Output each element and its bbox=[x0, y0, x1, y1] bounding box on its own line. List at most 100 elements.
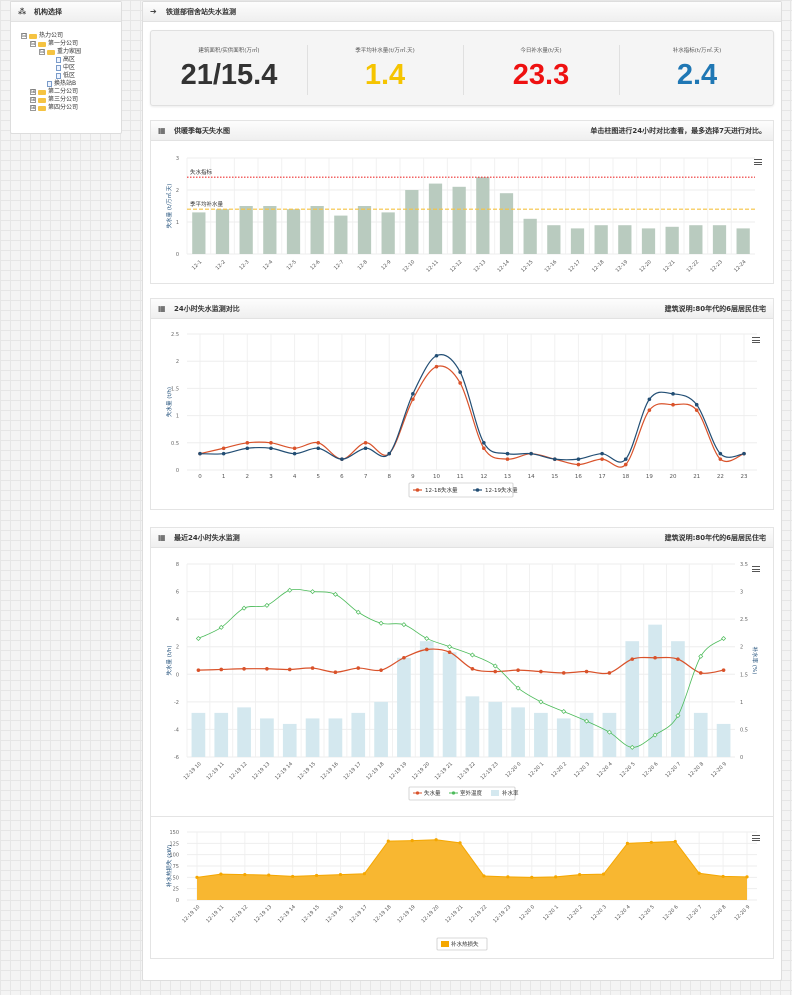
x-tick-label: 12-20 4 bbox=[614, 904, 632, 922]
collapse-icon[interactable]: ⊟ bbox=[30, 41, 36, 47]
x-tick-label: 12-20 3 bbox=[573, 761, 591, 779]
x-tick-label: 14 bbox=[528, 474, 535, 480]
x-tick-label: 12-20 8 bbox=[710, 904, 728, 922]
recent-24h-chart[interactable]: -6 -4 -2 0 2 4 6 8 0 0.5 1 1.5 2 2.5 3 3.5 失水量 (t/h) 补水率 … bbox=[151, 549, 773, 815]
tree-node-label: 热力公司 bbox=[39, 32, 64, 39]
data-point bbox=[675, 713, 681, 719]
x-tick-label: 12-20 7 bbox=[686, 904, 704, 922]
x-tick-label: 12-19 12 bbox=[229, 904, 249, 924]
bar bbox=[374, 701, 388, 757]
data-point bbox=[529, 451, 533, 456]
data-point bbox=[630, 657, 635, 661]
tree-node[interactable]: ⊟ 重力家园 bbox=[21, 48, 121, 56]
x-tick-label: 12-8 bbox=[357, 259, 369, 271]
data-point bbox=[576, 457, 581, 461]
data-point bbox=[424, 647, 429, 652]
y-tick-label: 4 bbox=[176, 617, 179, 623]
tree-node[interactable]: ⊞ 第四分公司 bbox=[21, 104, 121, 112]
x-tick-label: 12-19 10 bbox=[181, 904, 201, 924]
expand-icon[interactable]: ⊞ bbox=[30, 89, 36, 95]
x-tick-label: 12-19 21 bbox=[444, 904, 464, 924]
compare-24h-hint: 建筑说明:80年代的6层居民住宅 bbox=[664, 304, 766, 313]
data-point bbox=[652, 732, 658, 738]
collapse-icon[interactable]: ⊟ bbox=[39, 49, 45, 55]
bar bbox=[579, 712, 594, 757]
daily-loss-chart[interactable]: 0 1 2 3 失水量 (t/万㎡.天) 12-1 12-2 12-3 12-4 12-5 12-6… bbox=[151, 142, 773, 284]
chart1-menu-icon[interactable] bbox=[754, 159, 762, 165]
y-tick-label: 100 bbox=[169, 853, 179, 859]
tree-node-label: 第四分公司 bbox=[48, 104, 79, 111]
tree-node[interactable]: ⊟ 热力公司 bbox=[21, 32, 121, 40]
data-point bbox=[721, 668, 726, 672]
x-tick-label: 12-20 3 bbox=[590, 904, 608, 922]
bar bbox=[305, 718, 320, 757]
x-tick-label: 12-9 bbox=[380, 259, 392, 271]
tree-node[interactable]: ⊞ 第三分公司 bbox=[21, 96, 121, 104]
collapse-icon[interactable]: ⊟ bbox=[21, 33, 27, 39]
kpi-today-label: 今日补水量(t/天) bbox=[520, 48, 562, 54]
data-point bbox=[292, 446, 297, 451]
data-point bbox=[482, 874, 486, 878]
x-tick-label: 2 bbox=[246, 474, 250, 480]
x-tick-label: 12-19 19 bbox=[388, 761, 408, 781]
x-tick-label: 12-6 bbox=[309, 259, 321, 271]
data-point bbox=[606, 729, 612, 735]
bar-chart-icon: ▦ bbox=[158, 125, 166, 135]
kpi-area-label: 建筑面积/实供面积(万㎡) bbox=[198, 48, 260, 54]
y-axis-label: 失水量 (t/h) bbox=[165, 387, 173, 417]
file-icon bbox=[47, 81, 52, 87]
y2-tick-label: 0.5 bbox=[740, 727, 748, 733]
tree-node[interactable]: 高区 bbox=[21, 56, 121, 64]
data-point bbox=[530, 875, 534, 879]
data-point bbox=[243, 873, 247, 877]
expand-icon[interactable]: ⊞ bbox=[30, 97, 36, 103]
y-tick-label: 2 bbox=[176, 359, 179, 365]
legend-label: 失水量 bbox=[424, 789, 441, 797]
data-point bbox=[539, 669, 543, 674]
tree-node-label: 重力家园 bbox=[57, 48, 82, 55]
x-tick-label: 12-20 4 bbox=[596, 761, 614, 779]
y-tick-label: 25 bbox=[173, 887, 179, 893]
data-point bbox=[287, 587, 293, 593]
x-tick-label: 12-19 23 bbox=[480, 761, 500, 781]
x-tick-label: 12-19 bbox=[615, 259, 630, 274]
expand-icon[interactable]: ⊞ bbox=[30, 105, 36, 111]
y2-tick-label: 2.5 bbox=[740, 617, 748, 623]
data-point bbox=[742, 451, 746, 456]
tree-node[interactable]: 换热站B bbox=[21, 80, 121, 88]
recent-24h-panel: ▦ 最近24小时失水监测 建筑说明:80年代的6层居民住宅 -6 -4 -2 0 2 4 6… bbox=[150, 527, 774, 959]
x-tick-label: 12-16 bbox=[544, 259, 559, 274]
tree-node[interactable]: 低区 bbox=[21, 72, 121, 80]
chart3-menu-icon[interactable] bbox=[752, 566, 760, 572]
data-point bbox=[379, 668, 383, 672]
bar bbox=[282, 723, 297, 757]
data-point bbox=[584, 718, 590, 724]
data-point bbox=[269, 446, 273, 451]
data-point bbox=[378, 620, 384, 626]
bar bbox=[693, 712, 708, 757]
bar bbox=[351, 712, 366, 757]
tree-node[interactable]: ⊞ 第二分公司 bbox=[21, 88, 121, 96]
chart2-menu-icon[interactable] bbox=[752, 337, 760, 343]
tree-node[interactable]: ⊟ 第一分公司 bbox=[21, 40, 121, 48]
x-tick-label: 12 bbox=[480, 474, 487, 480]
x-tick-label: 4 bbox=[293, 474, 297, 480]
legend-marker bbox=[415, 791, 420, 795]
chart4-menu-icon[interactable] bbox=[752, 835, 760, 841]
data-point bbox=[314, 873, 319, 878]
data-point bbox=[310, 666, 315, 670]
tree-node[interactable]: 中区 bbox=[21, 64, 121, 72]
data-point bbox=[410, 839, 414, 843]
x-tick-label: 12-17 bbox=[567, 259, 582, 274]
tree-node-label: 高区 bbox=[63, 56, 76, 63]
bar bbox=[556, 718, 571, 757]
bar bbox=[689, 225, 703, 254]
data-point bbox=[195, 635, 201, 641]
data-point bbox=[221, 446, 226, 451]
data-point bbox=[292, 451, 297, 456]
legend-swatch bbox=[491, 790, 499, 796]
x-tick-label: 12-20 2 bbox=[550, 761, 568, 779]
x-tick-label: 12-19 11 bbox=[206, 761, 226, 781]
